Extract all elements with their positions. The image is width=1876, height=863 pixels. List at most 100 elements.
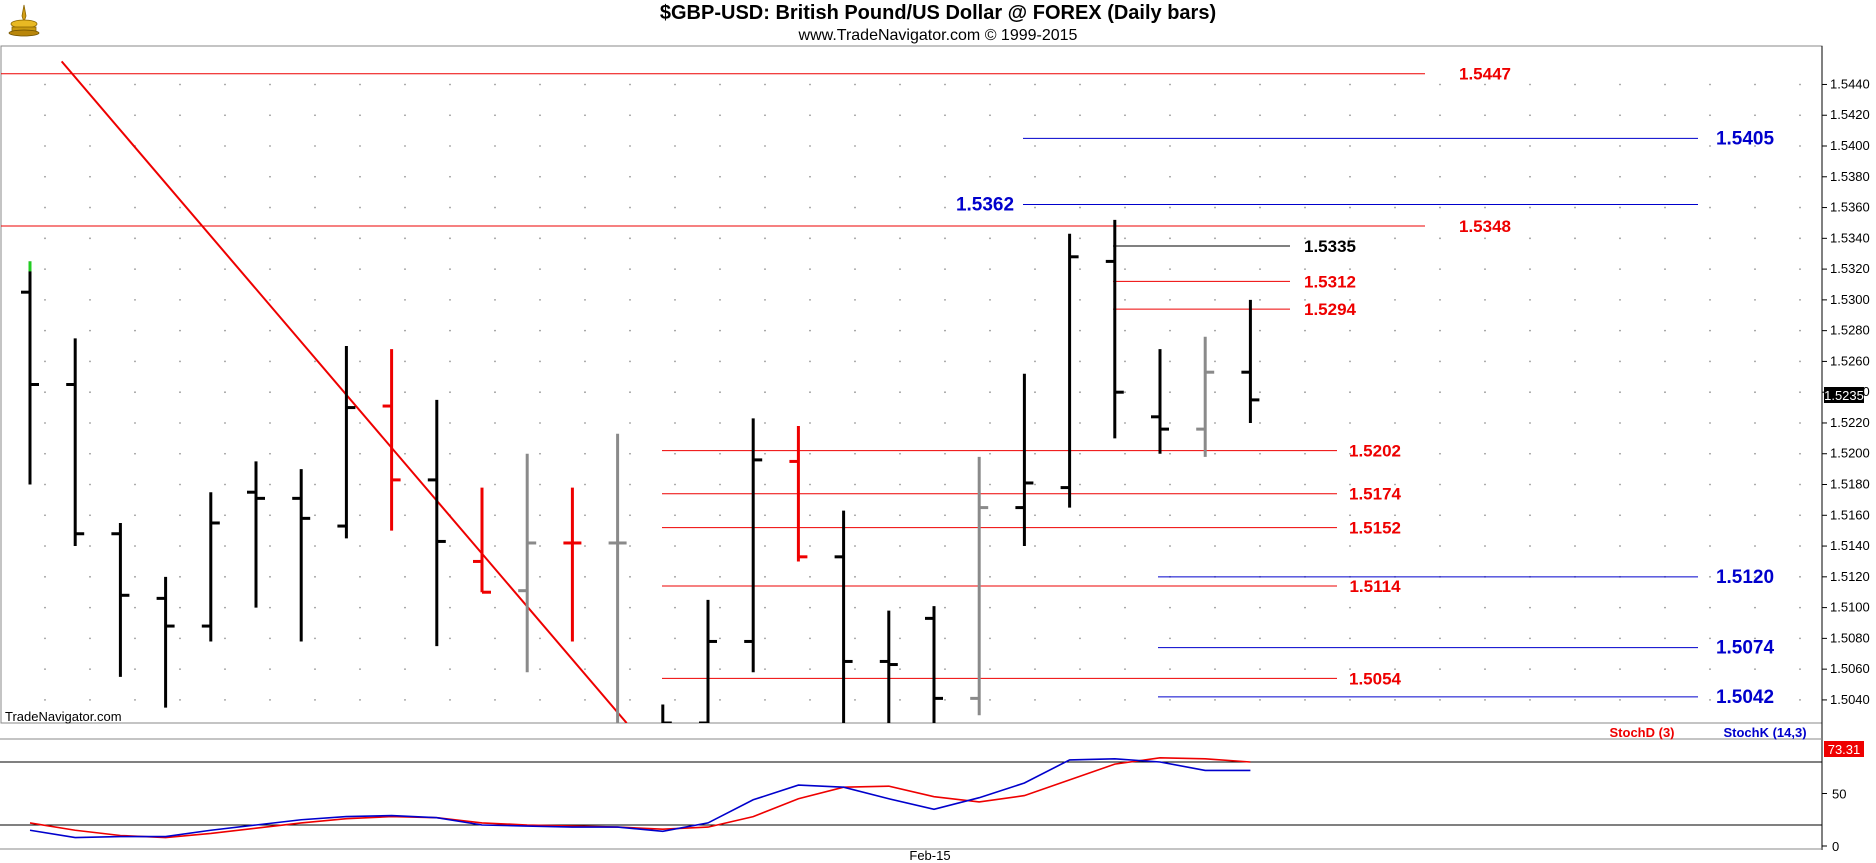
grid-dot bbox=[314, 422, 316, 424]
ohlc-bar bbox=[563, 487, 582, 642]
grid-dot bbox=[1259, 83, 1261, 86]
grid-dot bbox=[1259, 114, 1261, 117]
grid-dot bbox=[359, 452, 361, 455]
grid-dot bbox=[1754, 514, 1756, 517]
grid-dot bbox=[1214, 545, 1216, 547]
ohlc-bar bbox=[473, 487, 491, 594]
grid-dot bbox=[449, 83, 451, 86]
grid-dot bbox=[359, 298, 361, 301]
grid-dot bbox=[1664, 145, 1666, 147]
ohlc-bar bbox=[879, 610, 898, 723]
grid-dot bbox=[1799, 606, 1801, 609]
grid-dot bbox=[1484, 360, 1486, 363]
grid-dot bbox=[719, 452, 721, 455]
grid-dot bbox=[809, 575, 811, 578]
price-tick-label: 1.5340 bbox=[1830, 230, 1870, 245]
grid-dot bbox=[989, 452, 991, 455]
grid-dot bbox=[404, 422, 406, 424]
grid-dot bbox=[359, 545, 361, 547]
grid-dot bbox=[1214, 175, 1216, 178]
grid-dot bbox=[89, 268, 91, 271]
grid-dot bbox=[1799, 637, 1801, 640]
grid-dot bbox=[1349, 360, 1351, 363]
grid-dot bbox=[944, 237, 946, 240]
grid-dot bbox=[1439, 83, 1441, 86]
grid-dot bbox=[179, 206, 181, 209]
grid-dot bbox=[89, 391, 91, 394]
grid-dot bbox=[1754, 483, 1756, 486]
grid-dot bbox=[809, 422, 811, 424]
grid-dot bbox=[1574, 422, 1576, 424]
grid-dot bbox=[1754, 575, 1756, 578]
grid-dot bbox=[1214, 360, 1216, 363]
grid-dot bbox=[44, 514, 46, 517]
grid-dot bbox=[89, 606, 91, 609]
grid-dot bbox=[179, 575, 181, 578]
level-label: 1.5335 bbox=[1304, 237, 1356, 256]
grid-dot bbox=[1349, 175, 1351, 178]
grid-dot bbox=[314, 483, 316, 486]
grid-dot bbox=[764, 83, 766, 86]
grid-dot bbox=[1259, 514, 1261, 517]
grid-dot bbox=[44, 391, 46, 394]
grid-dot bbox=[1484, 298, 1486, 301]
grid-dot bbox=[764, 422, 766, 424]
price-tick-label: 1.5440 bbox=[1830, 76, 1870, 91]
grid-dot bbox=[404, 637, 406, 640]
grid-dot bbox=[809, 483, 811, 486]
ohlc-bar bbox=[1015, 373, 1034, 547]
grid-dot bbox=[1619, 452, 1621, 455]
grid-dot bbox=[404, 114, 406, 117]
grid-dot bbox=[1394, 391, 1396, 394]
grid-dot bbox=[1574, 114, 1576, 117]
price-panel-frame bbox=[0, 45, 1823, 724]
grid-dot bbox=[854, 206, 856, 209]
grid-dot bbox=[1754, 175, 1756, 178]
grid-dot bbox=[989, 575, 991, 578]
grid-dot bbox=[269, 268, 271, 271]
grid-dot bbox=[134, 514, 136, 517]
grid-dot bbox=[539, 360, 541, 363]
grid-dot bbox=[629, 514, 631, 517]
grid-dot bbox=[269, 391, 271, 394]
price-tick-label: 1.5380 bbox=[1830, 169, 1870, 184]
grid-dot bbox=[1484, 391, 1486, 394]
grid-dot bbox=[1079, 298, 1081, 301]
grid-dot bbox=[269, 237, 271, 240]
grid-dot bbox=[1349, 637, 1351, 640]
grid-dot bbox=[224, 606, 226, 609]
grid-dot bbox=[1034, 298, 1036, 301]
grid-dot bbox=[1349, 206, 1351, 209]
grid-dot bbox=[674, 545, 676, 547]
grid-dot bbox=[314, 575, 316, 578]
grid-dot bbox=[1124, 83, 1126, 86]
grid-dot bbox=[1709, 268, 1711, 271]
grid-dot bbox=[89, 83, 91, 86]
grid-dot bbox=[1034, 329, 1036, 332]
ohlc-bar bbox=[382, 349, 401, 531]
grid-dot bbox=[1619, 298, 1621, 301]
grid-dot bbox=[1079, 699, 1081, 701]
grid-dot bbox=[269, 145, 271, 147]
grid-dot bbox=[1709, 206, 1711, 209]
grid-dot bbox=[1619, 514, 1621, 517]
grid-dot bbox=[629, 114, 631, 117]
grid-dot bbox=[224, 699, 226, 701]
grid-dot bbox=[1304, 545, 1306, 547]
grid-dot bbox=[1079, 422, 1081, 424]
grid-dot bbox=[1169, 329, 1171, 332]
grid-dot bbox=[854, 391, 856, 394]
grid-dot bbox=[1709, 422, 1711, 424]
grid-dot bbox=[989, 268, 991, 271]
grid-dot bbox=[674, 175, 676, 178]
grid-dot bbox=[674, 298, 676, 301]
grid-dots bbox=[44, 83, 1801, 701]
grid-dot bbox=[1619, 545, 1621, 547]
grid-dot bbox=[764, 668, 766, 671]
chart-title: $GBP-USD: British Pound/US Dollar @ FORE… bbox=[659, 2, 1217, 24]
grid-dot bbox=[314, 391, 316, 394]
stoch-tick-label: 50 bbox=[1832, 787, 1846, 802]
grid-dot bbox=[1574, 699, 1576, 701]
grid-dot bbox=[1394, 329, 1396, 332]
grid-dot bbox=[989, 298, 991, 301]
